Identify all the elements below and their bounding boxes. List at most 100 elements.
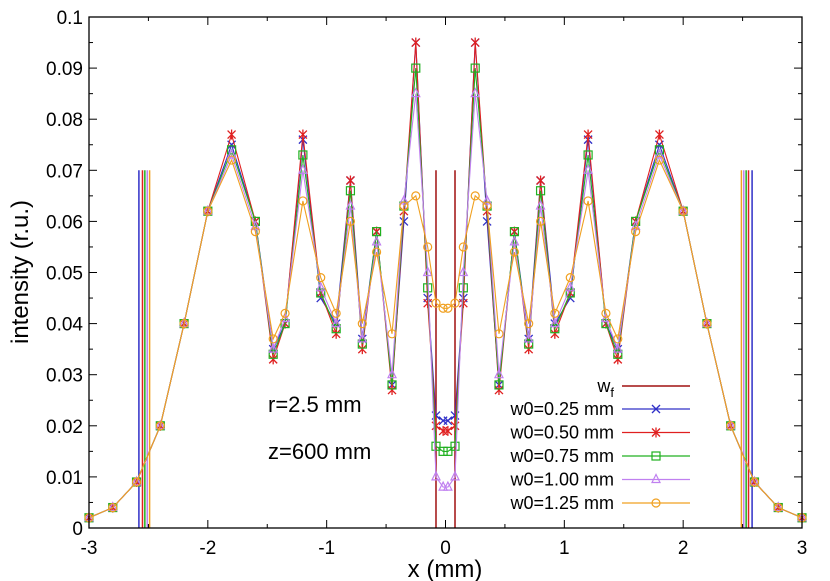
y-tick-label: 0 bbox=[72, 519, 83, 540]
legend-label: w0=0.75 mm bbox=[509, 446, 614, 466]
data-point bbox=[431, 420, 441, 431]
tick-labels: -3 -2 -1 0 1 2 3 0 0.01 0.02 0.03 0.04 0.05 0.06 0.07 0… bbox=[46, 8, 807, 559]
data-point bbox=[631, 227, 641, 237]
data-point bbox=[431, 470, 441, 481]
series-line bbox=[88, 42, 803, 519]
data-point bbox=[725, 419, 736, 430]
data-point bbox=[550, 328, 560, 339]
data-point bbox=[345, 175, 355, 186]
data-point bbox=[458, 242, 468, 252]
data-point bbox=[654, 129, 664, 140]
series-line bbox=[88, 68, 803, 519]
data-point bbox=[227, 129, 237, 140]
legend-label-wf-main: w bbox=[596, 376, 611, 396]
y-tick-label: 0.08 bbox=[46, 110, 83, 131]
data-point bbox=[387, 329, 397, 339]
data-point bbox=[268, 334, 278, 344]
data-point bbox=[345, 186, 356, 196]
ticks bbox=[88, 16, 803, 529]
data-point bbox=[601, 308, 611, 318]
data-point bbox=[535, 199, 546, 210]
legend-label: w0=0.25 mm bbox=[509, 399, 614, 419]
data-point bbox=[226, 148, 237, 159]
series-line bbox=[88, 42, 803, 519]
data-point bbox=[549, 317, 560, 328]
legend-marker-stroke bbox=[651, 404, 661, 414]
data-point bbox=[387, 380, 397, 390]
data-point bbox=[179, 317, 190, 328]
series-layer bbox=[84, 37, 807, 523]
data-point bbox=[411, 63, 421, 73]
data-point bbox=[155, 419, 166, 430]
y-tick-label: 0.05 bbox=[46, 264, 83, 285]
y-tick-label: 0.02 bbox=[46, 417, 83, 438]
data-point bbox=[315, 281, 326, 292]
data-point bbox=[179, 319, 189, 329]
legend: wf w0=0.25 mm w0=0.50 mm w0=0.75 mm w0=1.00… bbox=[509, 376, 690, 513]
data-point bbox=[565, 281, 576, 292]
legend-label: w0=1.00 mm bbox=[509, 470, 614, 490]
data-point bbox=[227, 155, 237, 165]
y-tick-label: 0.07 bbox=[46, 161, 83, 182]
data-point bbox=[509, 235, 520, 246]
legend-marker bbox=[651, 427, 661, 438]
data-point bbox=[297, 163, 308, 174]
data-point bbox=[438, 480, 449, 491]
data-point-stroke bbox=[482, 216, 492, 226]
data-point bbox=[423, 298, 433, 309]
data-point bbox=[250, 227, 260, 237]
data-point bbox=[280, 308, 290, 318]
y-tick-label: 0.01 bbox=[46, 468, 83, 489]
data-point bbox=[411, 191, 421, 201]
legend-entries: w0=0.25 mm w0=0.50 mm w0=0.75 mm w0=1.00 mm… bbox=[509, 399, 690, 513]
data-point bbox=[523, 332, 534, 343]
data-point bbox=[371, 235, 382, 246]
data-point-stroke bbox=[399, 216, 409, 226]
data-point bbox=[345, 216, 356, 226]
data-point bbox=[411, 37, 421, 48]
data-point bbox=[749, 477, 760, 487]
data-point bbox=[387, 368, 397, 379]
data-point bbox=[298, 129, 308, 140]
data-point bbox=[678, 206, 688, 216]
data-point bbox=[654, 148, 665, 159]
data-point bbox=[524, 339, 534, 349]
x-tick-label: 1 bbox=[559, 538, 570, 559]
data-point bbox=[524, 344, 534, 355]
data-point bbox=[583, 129, 593, 140]
data-point bbox=[316, 273, 326, 283]
series-5 bbox=[84, 155, 807, 523]
data-point bbox=[268, 354, 278, 365]
data-point bbox=[470, 63, 480, 73]
data-point bbox=[443, 446, 453, 456]
data-point bbox=[613, 334, 623, 344]
data-point bbox=[268, 342, 279, 353]
legend-label-wf: wf bbox=[596, 376, 614, 400]
x-tick-label: 3 bbox=[797, 538, 808, 559]
data-point bbox=[371, 247, 382, 257]
data-point bbox=[482, 216, 492, 226]
data-point bbox=[331, 317, 342, 328]
data-point bbox=[298, 196, 308, 206]
data-point-stroke bbox=[443, 416, 453, 426]
data-point bbox=[438, 446, 448, 456]
data-point bbox=[438, 303, 448, 313]
data-point bbox=[357, 332, 368, 343]
legend-label-wf-subscript: f bbox=[610, 385, 614, 400]
data-point bbox=[535, 216, 546, 226]
data-point bbox=[423, 242, 433, 252]
data-point bbox=[458, 266, 469, 277]
data-point bbox=[357, 339, 367, 349]
data-point bbox=[345, 199, 356, 210]
data-point bbox=[450, 470, 460, 481]
y-tick-label: 0.1 bbox=[57, 8, 83, 29]
data-point bbox=[443, 416, 453, 426]
data-point bbox=[494, 380, 504, 390]
data-point bbox=[331, 328, 341, 339]
data-point bbox=[524, 319, 534, 329]
data-point bbox=[613, 354, 623, 365]
data-point bbox=[535, 186, 546, 196]
data-point bbox=[399, 201, 409, 211]
data-point bbox=[399, 216, 409, 226]
